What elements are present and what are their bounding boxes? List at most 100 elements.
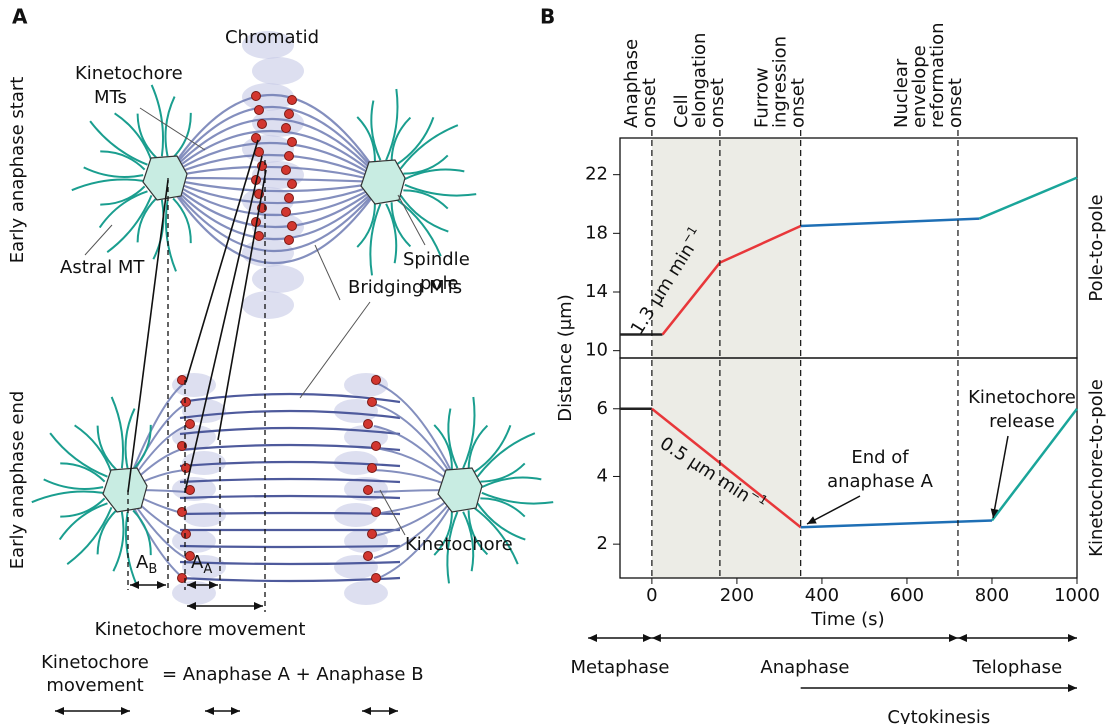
label: Kinetochore — [405, 534, 513, 555]
kinetochore-dot — [254, 231, 264, 241]
kinetochore-microtubule — [164, 177, 384, 229]
annotation-arrow — [990, 435, 1009, 519]
kinetochore-dot — [371, 573, 381, 583]
astral-microtubule — [96, 509, 118, 555]
kinetochore-dot — [281, 123, 291, 133]
astral-microtubule — [43, 478, 104, 490]
kinetochore-dot — [284, 109, 294, 119]
kinetochore-microtubule — [164, 129, 384, 183]
astral-microtubule — [132, 509, 152, 556]
label: pole — [420, 273, 459, 294]
leader — [139, 107, 206, 151]
astral-microtubule — [100, 150, 146, 171]
annotation: release — [989, 411, 1055, 432]
astral-microtubule — [404, 168, 465, 181]
astral-microtubule — [462, 511, 475, 572]
leader — [299, 301, 371, 399]
x-tick-label: 600 — [890, 585, 924, 606]
annotation: Kinetochore — [968, 387, 1076, 408]
event-label: Nuclear — [891, 58, 912, 128]
astral-microtubule — [60, 462, 106, 483]
x-tick-label: 400 — [805, 585, 839, 606]
astral-microtubule — [447, 408, 459, 469]
chromatid — [252, 265, 304, 293]
astral-microtubule — [31, 490, 104, 504]
astral-microtubule — [481, 476, 542, 489]
panel-label: B — [540, 5, 555, 29]
kinetochore-microtubule — [164, 94, 384, 183]
kinetochore-dot — [367, 463, 377, 473]
bridging-microtubule — [179, 576, 401, 583]
label: Bridging MTs — [348, 277, 462, 298]
spindle-pole — [437, 467, 483, 513]
event-label: elongation — [689, 33, 710, 128]
panel-label: A — [12, 5, 28, 29]
kinetochore-microtubule — [164, 153, 384, 183]
astral-microtubule — [480, 497, 526, 518]
astral-microtubule — [98, 190, 148, 229]
series-line — [990, 408, 1078, 522]
phase-label: Telophase — [972, 657, 1062, 678]
bridging-microtubule — [179, 426, 401, 436]
phase-label: Anaphase — [760, 657, 849, 678]
event-label: ingression — [770, 36, 791, 128]
astral-microtubule — [110, 396, 125, 469]
event-label: Cell — [671, 94, 692, 128]
chromatid — [242, 291, 294, 319]
astral-microtubule — [403, 189, 449, 210]
astral-microtubule — [66, 506, 113, 565]
y-tick-label: 2 — [597, 533, 608, 554]
event-label: onset — [788, 78, 809, 128]
equation: = Anaphase A + Anaphase B — [162, 664, 424, 685]
chromatid — [242, 83, 294, 111]
label: Astral MT — [60, 257, 145, 278]
kinetochore-microtubule — [164, 165, 384, 184]
kinetochore-dot — [287, 95, 297, 105]
kinetochore-dot — [287, 221, 297, 231]
astral-microtubule — [403, 154, 449, 175]
kinetochore-dot — [363, 485, 373, 495]
astral-microtubule — [49, 432, 108, 478]
kinetochore-dot — [287, 179, 297, 189]
astral-microtubule — [172, 112, 192, 159]
x-tick-label: 1000 — [1054, 585, 1100, 606]
kinetochore-dot — [287, 137, 297, 147]
kinetochore-dot — [281, 207, 291, 217]
chromatid — [182, 503, 226, 527]
x-tick-label: 0 — [646, 585, 657, 606]
astral-microtubule — [164, 199, 177, 272]
astral-microtubule — [370, 100, 382, 161]
y-tick-label: 18 — [585, 222, 608, 243]
equation: movement — [46, 675, 143, 696]
event-label: onset — [945, 78, 966, 128]
chromatid — [344, 529, 388, 553]
panel-name: Pole-to-pole — [1086, 194, 1107, 301]
astral-microtubule — [89, 120, 148, 166]
bracket-main: A — [136, 552, 149, 573]
astral-microtubule — [100, 185, 146, 206]
leader — [379, 489, 406, 536]
astral-microtubule — [476, 502, 526, 541]
y-axis-title: Distance (μm) — [555, 294, 576, 421]
astral-microtubule — [385, 88, 399, 161]
spindle-pole — [142, 155, 188, 201]
side-label: Early anaphase start — [7, 77, 28, 264]
y-tick-label: 10 — [585, 340, 608, 361]
astral-microtubule — [472, 506, 519, 565]
kinetochore-dot — [284, 193, 294, 203]
leader — [397, 194, 426, 246]
label: Kinetochore — [75, 63, 183, 84]
astral-microtubule — [399, 194, 449, 233]
series-line — [800, 217, 980, 228]
kinetochore-dot — [257, 119, 267, 129]
bracket-label: AB — [136, 552, 157, 577]
astral-microtubule — [124, 511, 137, 584]
kinetochore-microtubule — [164, 176, 384, 193]
event-label: reformation — [927, 22, 948, 128]
plot-frame — [619, 357, 1078, 579]
kinetochore-dot — [185, 419, 195, 429]
astral-microtubule — [136, 113, 158, 159]
astral-microtubule — [106, 194, 153, 253]
